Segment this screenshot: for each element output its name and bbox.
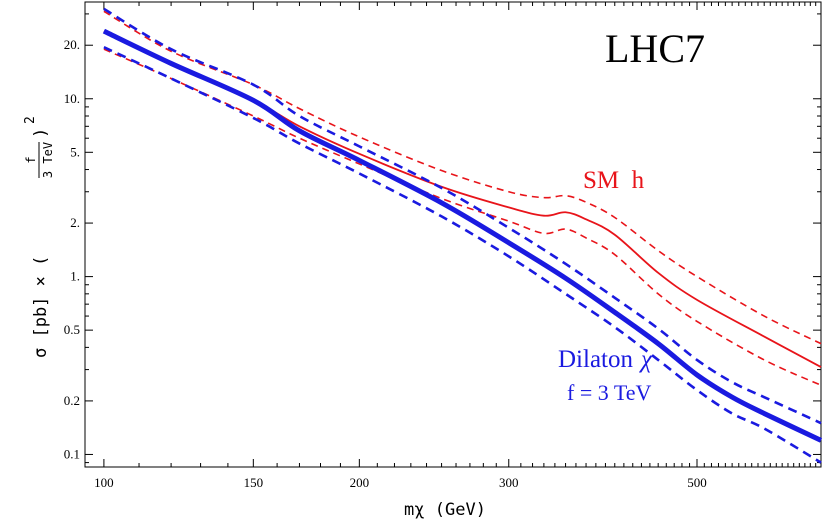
y-tick-label: 0.1 <box>64 446 80 461</box>
sm-lower-line <box>103 48 822 386</box>
x-tick-label: 500 <box>687 475 707 490</box>
y-axis-label-suffix: ) <box>31 128 51 138</box>
annotation-sm-h: SM h <box>583 167 645 194</box>
y-tick-label: 1. <box>70 269 80 284</box>
annotation-dilaton-text: Dilaton <box>558 346 633 373</box>
y-tick-labels: 20. 10. 5. 2. 1. 0.5 0.2 0.1 <box>64 37 80 461</box>
dilaton-central-line <box>102 28 823 443</box>
y-axis-label-power: 2 <box>23 116 38 124</box>
x-tick-label: 150 <box>244 475 264 490</box>
y-axis-label-frac-den: 3 TeV <box>41 142 55 178</box>
y-axis-label: σ [pb] × ( f 3 TeV ) 2 <box>23 116 55 358</box>
x-tick-labels: 100 150 200 300 500 <box>94 475 707 490</box>
x-tick-label: 300 <box>499 475 519 490</box>
series-lines <box>102 7 823 464</box>
x-tick-label: 100 <box>94 475 114 490</box>
y-axis-label-frac-num: f <box>24 156 38 163</box>
y-tick-label: 10. <box>64 91 80 106</box>
annotation-dilaton-param: f = 3 TeV <box>567 380 652 405</box>
dilaton-upper-line <box>103 7 822 425</box>
plot-frame <box>84 1 822 468</box>
y-axis-label-prefix: σ [pb] × ( <box>31 256 51 358</box>
y-tick-label: 5. <box>70 144 80 159</box>
x-tick-label: 200 <box>350 475 370 490</box>
sm-upper-line <box>103 10 822 345</box>
y-tick-label: 20. <box>64 37 80 52</box>
axis-ticks <box>85 2 821 467</box>
annotation-dilaton-symbol: χ <box>639 346 653 373</box>
annotation-dilaton: Dilaton χ <box>558 346 653 373</box>
annotation-collider: LHC7 <box>605 26 705 71</box>
x-axis-label: mχ (GeV) <box>404 500 486 520</box>
dilaton-lower-line <box>103 46 822 464</box>
y-tick-label: 0.2 <box>64 393 80 408</box>
y-tick-label: 2. <box>70 215 80 230</box>
y-tick-label: 0.5 <box>64 322 80 337</box>
